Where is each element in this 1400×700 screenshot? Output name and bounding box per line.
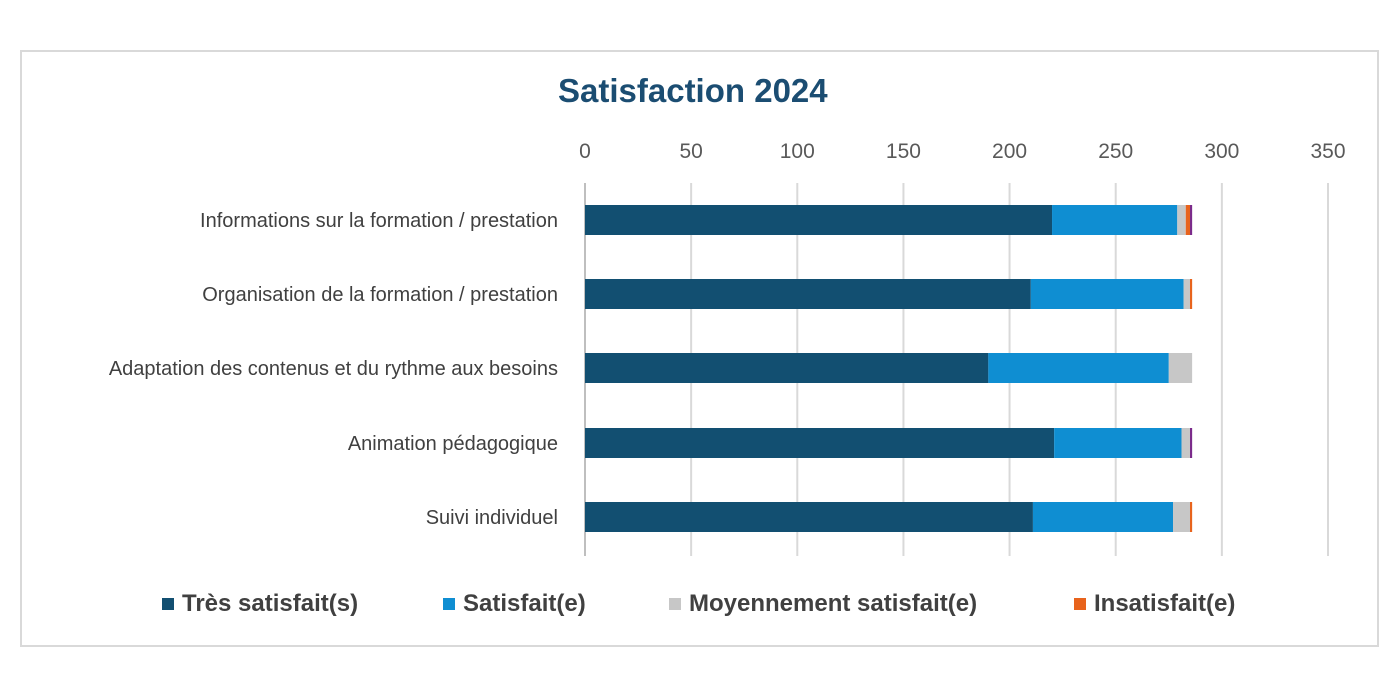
- x-tick-label: 50: [679, 140, 702, 163]
- category-label: Animation pédagogique: [348, 433, 558, 455]
- bar-segment: [1190, 205, 1193, 235]
- bar-segment: [585, 279, 1031, 309]
- chart-title: Satisfaction 2024: [558, 72, 828, 109]
- legend-label: Moyennement satisfait(e): [689, 590, 978, 617]
- category-label: Suivi individuel: [426, 507, 558, 529]
- bar-segment: [585, 353, 989, 383]
- legend-label: Insatisfait(e): [1094, 590, 1236, 617]
- x-tick-label: 150: [886, 140, 921, 163]
- bar-segment: [1032, 502, 1174, 532]
- x-tick-label: 350: [1310, 140, 1345, 163]
- bar-segment: [585, 502, 1033, 532]
- legend-item: Moyennement satisfait(e): [669, 590, 977, 618]
- legend: Très satisfait(s) Satisfait(e) Moyennement…: [0, 590, 1400, 630]
- legend-label: Très satisfait(s): [182, 590, 359, 617]
- bar-segment: [585, 205, 1053, 235]
- category-labels: Informations sur la formation / prestati…: [109, 210, 558, 529]
- category-label: Adaptation des contenus et du rythme aux…: [109, 358, 558, 380]
- bar-segment: [585, 428, 1055, 458]
- bar-segment: [1181, 428, 1191, 458]
- chart-frame: [20, 50, 1379, 647]
- category-label: Informations sur la formation / prestati…: [200, 210, 558, 232]
- legend-swatch: [669, 598, 681, 610]
- legend-swatch: [162, 598, 174, 610]
- bar-segment: [1173, 502, 1191, 532]
- x-tick-label: 250: [1098, 140, 1133, 163]
- legend-label: Satisfait(e): [463, 590, 586, 617]
- legend-swatch: [443, 598, 455, 610]
- x-tick-label: 100: [780, 140, 815, 163]
- bar-segment: [1054, 428, 1182, 458]
- legend-item: Très satisfait(s): [162, 590, 358, 618]
- legend-item: Insatisfait(e): [1074, 590, 1235, 618]
- bar-segment: [1190, 502, 1193, 532]
- bar-segment: [1190, 428, 1193, 458]
- bar-segment: [988, 353, 1169, 383]
- bar-segment: [1183, 279, 1191, 309]
- bar-segment: [1185, 205, 1191, 235]
- x-tick-label: 300: [1204, 140, 1239, 163]
- bar-segment: [1052, 205, 1178, 235]
- bar-segment: [1177, 205, 1186, 235]
- legend-swatch: [1074, 598, 1086, 610]
- x-tick-label: 200: [992, 140, 1027, 163]
- x-tick-label: 0: [579, 140, 591, 163]
- legend-item: Satisfait(e): [443, 590, 586, 618]
- bar-segment: [1190, 279, 1193, 309]
- bar-segment: [1030, 279, 1184, 309]
- x-axis-ticks: 0 50 100 150 200 250 300 350: [579, 140, 1345, 163]
- category-label: Organisation de la formation / prestatio…: [202, 284, 558, 306]
- bars: [585, 205, 1193, 532]
- bar-segment: [1168, 353, 1193, 383]
